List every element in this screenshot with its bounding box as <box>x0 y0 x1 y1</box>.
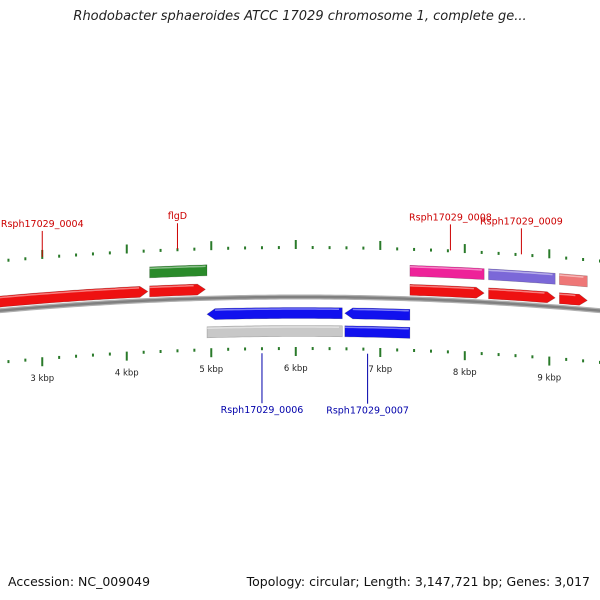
tick-label: 4 kbp <box>115 369 139 379</box>
feature-highlight <box>352 308 409 312</box>
topology-info: Topology: circular; Length: 3,147,721 bp… <box>246 574 590 589</box>
gene-label[interactable]: Rsph17029_0006 <box>221 405 304 416</box>
feature-highlight <box>409 266 482 271</box>
feature-highlight <box>559 274 584 278</box>
feature-f-red-5[interactable] <box>559 292 588 306</box>
feature-f-purple[interactable] <box>488 268 556 285</box>
gene-label[interactable]: Rsph17029_0009 <box>480 216 563 227</box>
gene-label[interactable]: flgD <box>168 211 187 222</box>
accession-text: Accession: NC_009049 <box>8 574 151 589</box>
feature-f-blue-3[interactable] <box>344 325 411 339</box>
gene-label[interactable]: Rsph17029_0007 <box>326 406 409 417</box>
feature-f-pink[interactable] <box>409 264 485 280</box>
feature-f-red-4[interactable] <box>488 287 556 304</box>
feature-highlight <box>206 326 339 330</box>
feature-f-red-1[interactable] <box>0 286 149 308</box>
tick-label: 6 kbp <box>284 364 308 374</box>
feature-layer <box>0 264 588 339</box>
feature-f-blue-1[interactable] <box>206 307 343 320</box>
feature-highlight <box>149 284 194 289</box>
gene-label[interactable]: Rsph17029_0004 <box>1 219 84 230</box>
map-title: Rhodobacter sphaeroides ATCC 17029 chrom… <box>73 9 527 24</box>
feature-highlight <box>559 293 576 297</box>
tick-label: 9 kbp <box>537 374 561 384</box>
feature-f-green[interactable] <box>149 264 208 279</box>
tick-label: 3 kbp <box>30 374 54 384</box>
feature-f-red-2[interactable] <box>149 283 206 298</box>
feature-highlight <box>409 285 474 290</box>
tick-label: 5 kbp <box>199 365 223 375</box>
backbone-line <box>0 295 600 312</box>
feature-f-gray[interactable] <box>206 325 343 339</box>
backbone-layer <box>0 294 600 314</box>
feature-highlight <box>488 288 545 294</box>
feature-f-blue-2[interactable] <box>344 307 411 321</box>
feature-f-salmon[interactable] <box>559 273 588 288</box>
gene-label[interactable]: Rsph17029_0008 <box>409 212 492 223</box>
tick-label: 8 kbp <box>453 368 477 378</box>
tick-label: 7 kbp <box>368 365 392 375</box>
feature-highlight <box>488 269 553 276</box>
feature-highlight <box>344 326 409 330</box>
feature-highlight <box>0 287 140 299</box>
feature-f-red-3[interactable] <box>409 283 485 299</box>
feature-highlight <box>149 265 206 270</box>
feature-highlight <box>214 308 339 311</box>
tick-layer: 3 kbp 4 kbp 5 kbp 6 kbp 7 kbp 8 kbp 9 kbp <box>7 240 600 384</box>
